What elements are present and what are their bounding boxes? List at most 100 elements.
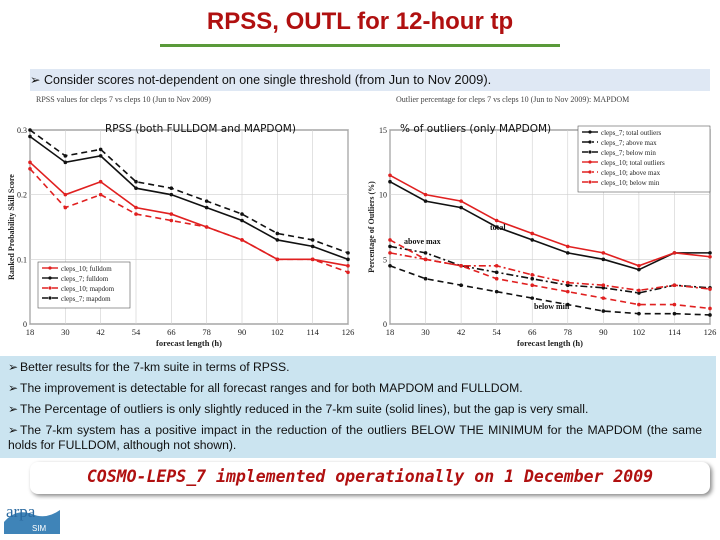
data-point [169,192,174,197]
legend-marker [48,296,52,300]
data-point [134,186,138,190]
bullet-arrow-icon: ➢ [8,360,19,374]
x-axis-label: forecast length (h) [517,338,583,348]
legend-marker [588,150,592,154]
data-point [169,212,174,216]
note-2: ➢ The improvement is detectable for all f… [8,381,702,396]
y-tick-label: 0 [383,320,387,329]
note-3-text: The Percentage of outliers is only sligh… [20,402,589,416]
note-3: ➢ The Percentage of outliers is only slig… [8,402,702,417]
series-line-5 [389,239,711,310]
x-tick-label: 90 [238,327,247,337]
bullet-arrow-icon: ➢ [8,402,19,416]
logo-sub: SIM [32,524,47,533]
series-line-3 [29,129,349,254]
legend-entry: cleps_7; fulldom [61,275,109,283]
data-point [530,283,535,287]
title-underline [160,44,560,47]
x-tick-label: 54 [132,327,141,337]
note-4-text: The 7-km system has a positive impact in… [8,423,702,452]
x-tick-label: 42 [457,327,466,337]
y-tick-label: 0.2 [17,191,27,200]
data-point [459,283,463,287]
x-tick-label: 18 [26,327,35,337]
note-1-text: Better results for the 7-km suite in ter… [20,360,290,374]
intro-suffix: (from Jun to Nov 2009). [351,72,492,87]
annotation-below-min: below min [534,302,570,311]
data-point [708,313,712,317]
series-line-2 [29,168,349,274]
data-point [275,238,280,242]
x-axis-label: forecast length (h) [156,338,222,348]
legend-marker [588,180,592,184]
y-tick-label: 0.1 [17,255,27,264]
data-point [459,264,463,268]
banner-text: COSMO-LEPS_7 implemented operationally o… [86,467,654,486]
data-point [388,173,392,178]
legend-marker [588,130,592,134]
logo-text: arpa [6,502,36,521]
chart-overlay-label: % of outliers (only MAPDOM) [400,123,551,135]
outliers-chart-svg: Outlier percentage for cleps 7 vs cleps … [367,95,716,348]
x-tick-label: 114 [306,327,319,337]
bullet-arrow-icon: ➢ [8,423,19,437]
annotation-above-max: above max [404,237,441,246]
data-point [530,238,535,242]
y-axis-label: Ranked Probability Skill Score [7,174,16,280]
y-tick-label: 15 [379,126,387,135]
legend-marker [588,140,592,144]
legend-entry: cleps_10; mapdom [61,285,115,293]
note-1: ➢ Better results for the 7-km suite in te… [8,360,702,375]
data-point [388,179,392,184]
legend-entry: cleps_7; above max [601,139,657,147]
data-point [63,205,68,210]
x-tick-label: 90 [599,327,608,337]
data-point [672,283,677,287]
data-point [672,251,677,255]
data-point [204,199,209,203]
data-point [346,270,350,275]
x-tick-label: 66 [528,327,537,337]
legend-marker [48,266,52,270]
legend-entry: cleps_10; total outliers [601,159,665,167]
note-4: ➢ The 7-km system has a positive impact i… [8,423,702,453]
data-point [494,270,499,275]
data-point [565,251,570,255]
data-point [708,251,712,255]
data-point [565,283,570,287]
legend-box [37,261,131,309]
data-point [637,264,641,268]
data-point [63,154,68,158]
legend-entry: cleps_7; total outliers [601,129,662,137]
data-point [459,205,463,210]
data-point [28,160,32,165]
data-point [134,212,138,216]
data-point [98,192,103,197]
data-point [169,218,174,223]
data-point [601,283,606,287]
data-point [637,288,641,293]
legend-entry: cleps_10; above max [601,169,661,177]
data-point [637,267,641,272]
legend-box [577,125,711,193]
y-tick-label: 10 [379,191,387,200]
y-tick-label: 0 [23,320,27,329]
legend-entry: cleps_7; mapdom [61,295,111,303]
data-point [28,134,32,139]
data-point [494,289,499,294]
series-line-1 [389,245,711,294]
data-point [169,186,174,190]
x-tick-label: 66 [167,327,176,337]
series-line-3 [389,174,711,267]
x-tick-label: 18 [386,327,395,337]
series-line-1 [29,135,349,261]
data-point [240,212,244,216]
y-tick-label: 0.3 [17,126,27,135]
data-point [423,192,428,197]
implementation-banner: COSMO-LEPS_7 implemented operationally o… [30,462,710,494]
data-point [708,287,712,291]
legend-marker [588,170,592,174]
x-tick-label: 30 [421,327,430,337]
series-line-0 [29,161,349,267]
chart-title: Outlier percentage for cleps 7 vs cleps … [396,95,629,104]
